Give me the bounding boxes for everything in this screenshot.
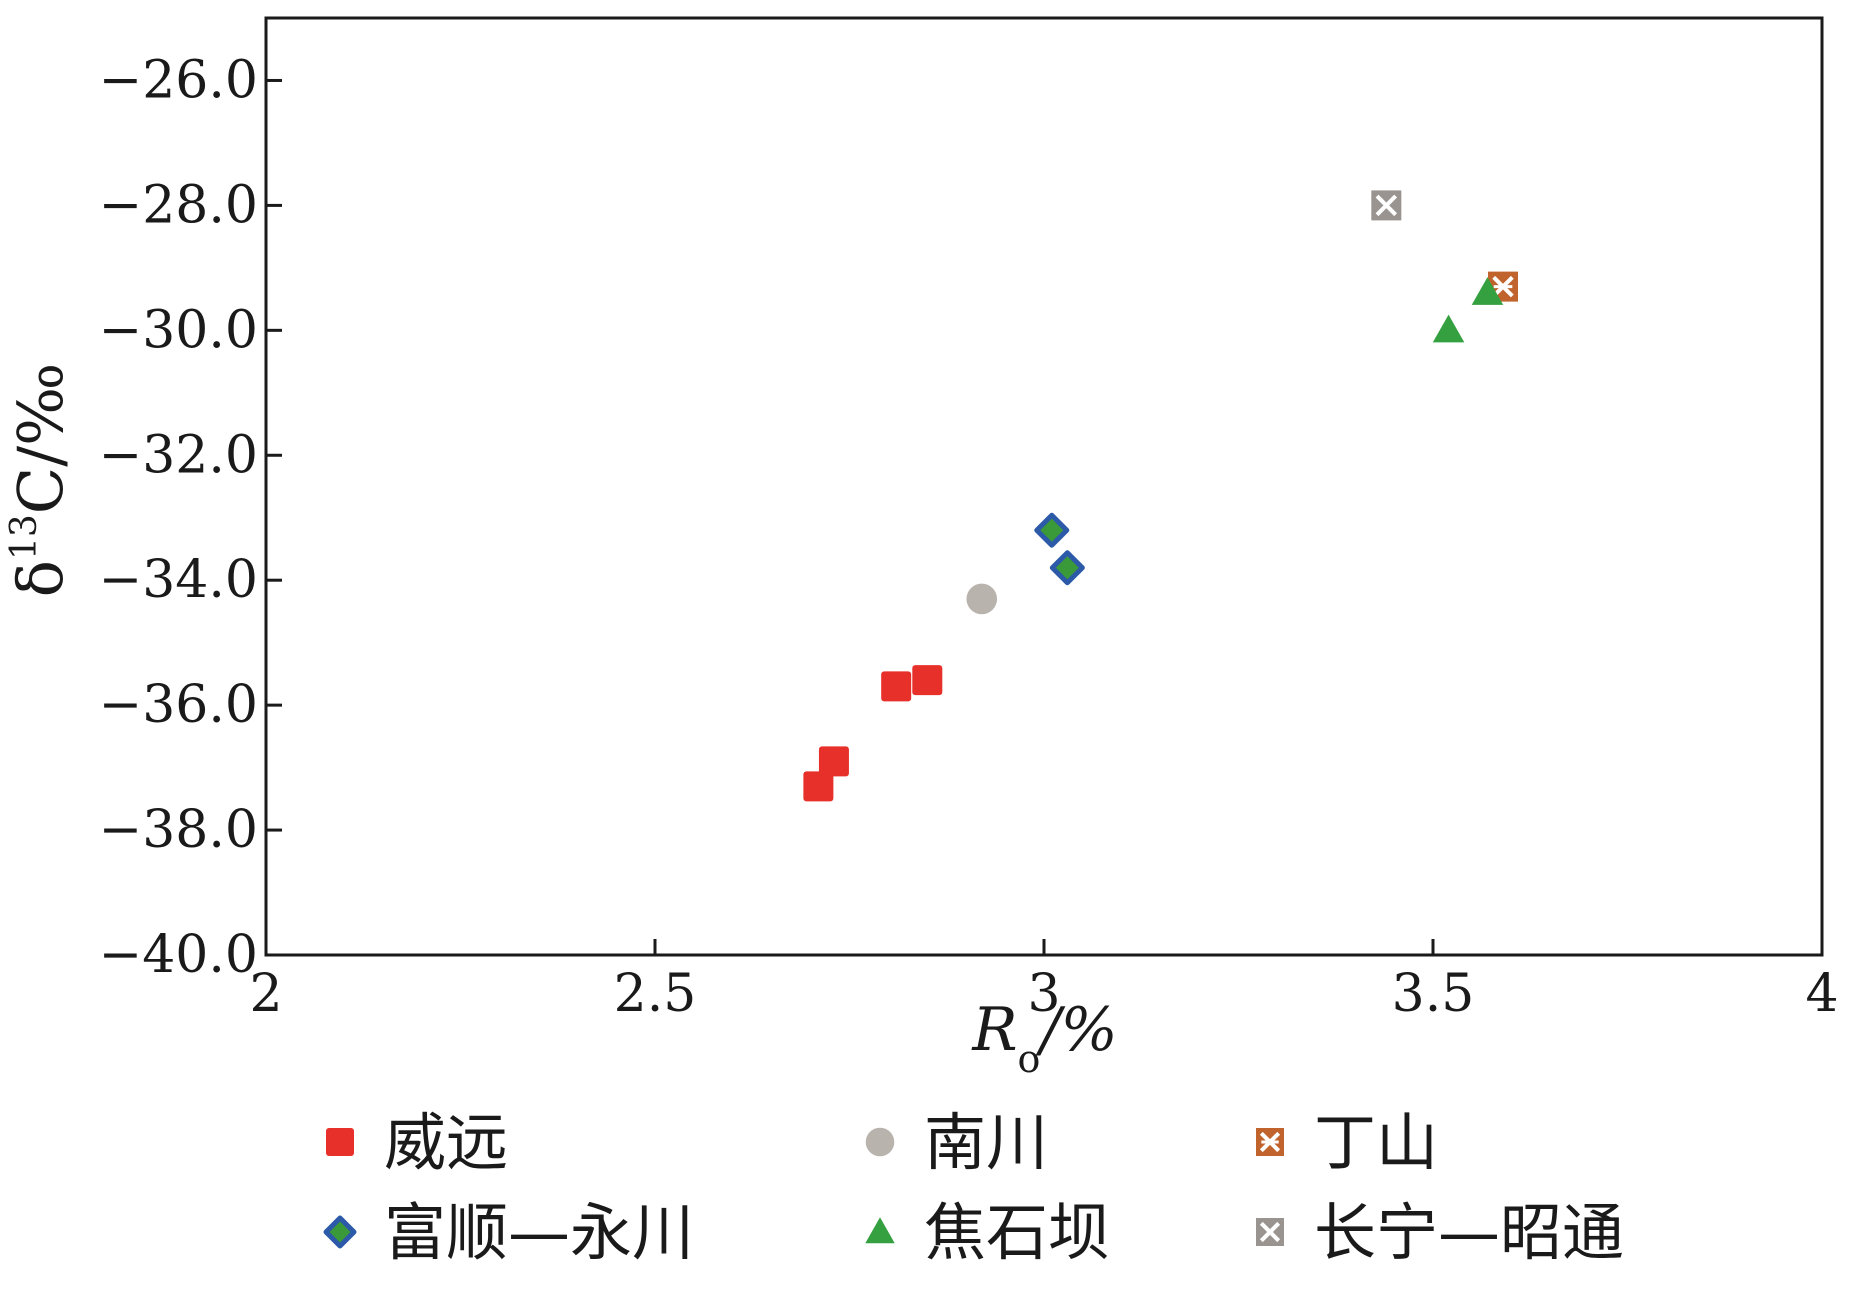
diamond-marker — [323, 1215, 357, 1249]
circle-marker — [865, 1127, 895, 1157]
legend-label: 南川 — [924, 1106, 1048, 1179]
legend-marker — [865, 1127, 895, 1157]
y-tick-label: −32.0 — [99, 425, 258, 485]
plot-frame — [264, 16, 1824, 957]
y-axis-title-superscript: 13 — [4, 514, 45, 560]
y-tick-label: −28.0 — [99, 175, 258, 235]
legend-label: 富顺—永川 — [384, 1196, 694, 1269]
legend-marker — [865, 1217, 895, 1244]
x-tick-label: 3 — [1027, 964, 1060, 1024]
legend-marker — [1256, 1128, 1284, 1156]
legend-marker — [326, 1128, 354, 1156]
x-tick-label: 2.5 — [614, 964, 697, 1024]
y-tick-label: −38.0 — [99, 800, 258, 860]
x-tick-label: 2 — [249, 964, 282, 1024]
circle-marker — [966, 583, 998, 615]
data-point — [912, 665, 943, 696]
square-marker — [818, 746, 849, 777]
legend-label: 焦石坝 — [924, 1196, 1110, 1269]
data-point — [803, 771, 834, 802]
square-marker — [912, 665, 943, 696]
x-axis-title-main: R — [971, 995, 1017, 1065]
data-point — [1034, 512, 1070, 548]
triangle-marker — [1432, 314, 1465, 343]
square-marker — [803, 771, 834, 802]
legend-item: 焦石坝 — [865, 1196, 1110, 1269]
legend-label: 威远 — [384, 1106, 508, 1179]
x-axis-title: Ro/% — [971, 995, 1117, 1081]
legend-item: 丁山 — [1256, 1106, 1438, 1179]
tick-marks — [264, 78, 1824, 957]
data-point — [1432, 314, 1465, 343]
y-tick-label: −36.0 — [99, 675, 258, 735]
data-point — [1049, 550, 1085, 586]
data-point — [818, 746, 849, 777]
data-point — [1471, 277, 1504, 305]
square-marker — [326, 1128, 354, 1156]
legend-marker — [323, 1215, 357, 1249]
tick-labels: 2 2.5 3 3.5 4 −26.0 −28.0 −30.0 −32.0 −34.0 −36.0 −… — [99, 50, 1839, 1024]
data-points — [803, 190, 1519, 802]
x-tick-label: 4 — [1805, 964, 1838, 1024]
legend-marker — [1256, 1218, 1284, 1246]
y-tick-label: −26.0 — [99, 50, 258, 110]
triangle-marker — [865, 1217, 895, 1244]
legend-label: 丁山 — [1314, 1106, 1438, 1179]
data-point — [1371, 190, 1402, 221]
diamond-marker — [1034, 512, 1070, 548]
marker-cross — [1259, 1221, 1281, 1243]
legend-item: 南川 — [865, 1106, 1048, 1179]
data-point — [966, 583, 998, 615]
y-axis-title-rest: C/‰ — [4, 363, 77, 515]
y-tick-label: −30.0 — [99, 300, 258, 360]
axes — [264, 16, 1824, 957]
square-marker — [881, 671, 912, 702]
y-tick-label: −34.0 — [99, 550, 258, 610]
legend-label: 长宁—昭通 — [1314, 1196, 1624, 1269]
x-axis-title-subscript: o — [1018, 1037, 1041, 1081]
y-tick-label: −40.0 — [99, 925, 258, 985]
triangle-marker — [1471, 277, 1504, 305]
y-axis-title-delta: δ — [4, 560, 77, 597]
y-axis-title: δ13C/‰ — [4, 363, 77, 598]
x-axis-title-unit: /% — [1035, 995, 1117, 1065]
legend-item: 长宁—昭通 — [1256, 1196, 1624, 1269]
legend-item: 富顺—永川 — [323, 1196, 694, 1269]
legend-item: 威远 — [326, 1106, 508, 1179]
marker-cross — [1375, 194, 1398, 217]
x-tick-label: 3.5 — [1392, 964, 1475, 1024]
diamond-marker — [1049, 550, 1085, 586]
data-point — [881, 671, 912, 702]
